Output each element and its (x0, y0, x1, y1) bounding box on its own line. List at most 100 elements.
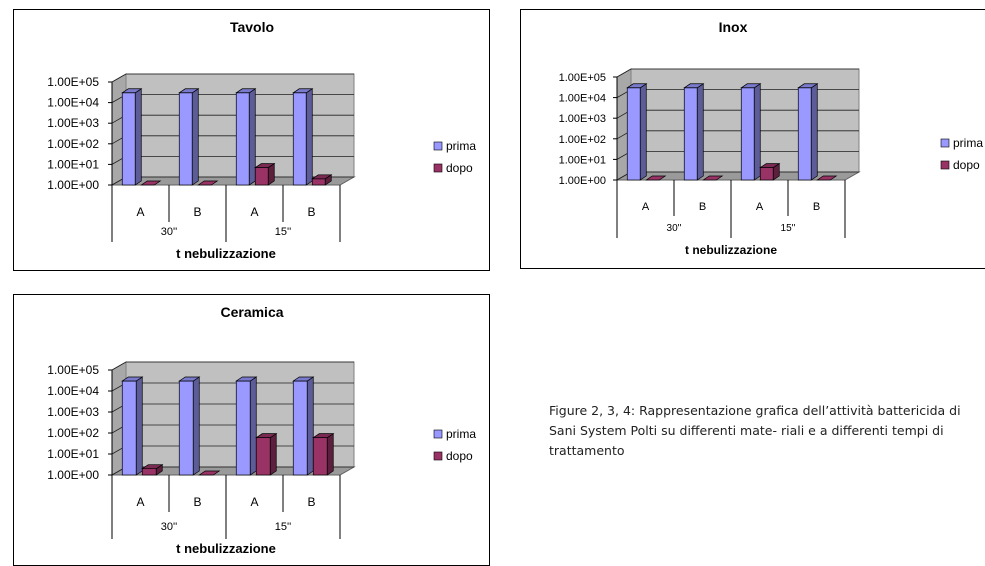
y-tick-label: 1.00E+03 (47, 405, 99, 419)
x-group-label: 15'' (781, 223, 796, 234)
bar-prima-front (235, 380, 251, 476)
bar-prima-front (740, 87, 755, 181)
y-tick-label: 1.00E+00 (47, 468, 99, 482)
bar-prima-side (249, 376, 257, 476)
bar-prima-top (292, 376, 315, 382)
bar-dopo-front (255, 437, 271, 476)
bar-prima-front (292, 92, 307, 186)
bar-prima-top (235, 376, 258, 382)
legend-swatch-dopo (433, 451, 443, 461)
bar-dopo-front (759, 167, 774, 181)
bar-prima-top (292, 88, 314, 94)
x-group-label: 30'' (667, 223, 682, 234)
bar-prima-side (134, 88, 142, 186)
bar-prima-top (121, 376, 144, 382)
bar-prima-front (235, 92, 250, 186)
y-tick-label: 1.00E+05 (47, 75, 99, 89)
legend-label-dopo: dopo (446, 161, 473, 175)
x-category-label: B (699, 201, 706, 213)
y-tick-label: 1.00E+02 (47, 426, 99, 440)
y-tick-label: 1.00E+04 (559, 93, 606, 105)
bar-prima-side (810, 83, 818, 181)
bar-dopo-flat (702, 175, 724, 181)
chart-ceramica: Ceramica 1.00E+00 1.00E+01 1.00E+02 1.00E+03… (47, 304, 476, 556)
x-category-label: B (307, 205, 315, 219)
chart-panel-ceramica: Ceramica 1.00E+00 1.00E+01 1.00E+02 1.00E+03… (13, 294, 490, 566)
y-tick-label: 1.00E+04 (47, 384, 99, 398)
x-axis-label: t nebulizzazione (176, 246, 276, 261)
bar-dopo-side (269, 433, 277, 476)
bar-prima-top (178, 376, 201, 382)
bar-prima-side (639, 83, 647, 181)
gridline (111, 73, 354, 83)
y-tick-label: 1.00E+01 (47, 157, 99, 171)
bar-prima-top (235, 88, 257, 94)
chart-title: Inox (719, 19, 748, 35)
bar-dopo-flat (197, 180, 219, 186)
chart-tavolo: Tavolo 1.00E+00 1.00E+01 1.00E+02 1.00E+03 1.… (47, 19, 476, 261)
bar-dopo-top (254, 163, 276, 168)
x-category-label: B (193, 495, 201, 509)
y-tick-label: 1.00E+03 (559, 113, 606, 125)
legend-swatch-prima (940, 138, 950, 148)
bar-prima-top (683, 83, 705, 89)
bar-prima-top (626, 83, 648, 89)
bar-prima-side (306, 376, 314, 476)
legend-label-prima: prima (446, 427, 476, 441)
bar-prima-front (292, 380, 308, 476)
y-tick-label: 1.00E+05 (559, 72, 606, 84)
chart-inox: Inox 1.00E+00 1.00E+01 1.00E+02 1.00E+03 1.00… (559, 19, 984, 257)
x-category-label: A (756, 201, 764, 213)
bar-prima-front (178, 92, 193, 186)
legend-swatch-prima (433, 429, 443, 439)
y-tick-label: 1.00E+05 (47, 363, 99, 377)
y-tick-label: 1.00E+00 (559, 175, 606, 187)
legend-label-dopo: dopo (446, 449, 473, 463)
bar-dopo-top (311, 174, 333, 180)
bar-prima-side (135, 376, 143, 476)
y-tick-label: 1.00E+01 (559, 154, 606, 166)
x-group-label: 15'' (275, 226, 291, 238)
bar-prima-front (797, 87, 812, 181)
bar-prima-front (683, 87, 698, 181)
x-category-label: A (136, 205, 144, 219)
x-category-label: A (136, 495, 144, 509)
bar-dopo-top (255, 433, 278, 439)
chart-panel-tavolo: Tavolo 1.00E+00 1.00E+01 1.00E+02 1.00E+03 1.… (13, 9, 490, 271)
bar-dopo-top (759, 163, 781, 168)
bar-prima-front (121, 92, 136, 186)
bar-dopo-top (141, 464, 164, 470)
legend-label-dopo: dopo (953, 158, 980, 172)
bar-prima-top (121, 88, 143, 94)
x-category-label: B (193, 205, 201, 219)
y-tick-label: 1.00E+02 (47, 137, 99, 151)
bar-prima-top (740, 83, 762, 89)
bar-prima-side (191, 88, 199, 186)
bar-dopo-side (326, 433, 334, 476)
gridline (616, 68, 859, 78)
bar-prima-side (305, 88, 313, 186)
y-tick-label: 1.00E+03 (47, 116, 99, 130)
bar-prima-front (626, 87, 641, 181)
x-axis-label: t nebulizzazione (176, 541, 276, 556)
bar-dopo-front (311, 178, 326, 186)
bar-prima-side (192, 376, 200, 476)
y-tick-label: 1.00E+01 (47, 447, 99, 461)
bar-prima-side (248, 88, 256, 186)
y-tick-label: 1.00E+02 (559, 134, 606, 146)
bar-prima-front (121, 380, 137, 476)
gridline (111, 361, 354, 371)
x-group-label: 30'' (161, 521, 177, 533)
legend-label-prima: prima (446, 139, 476, 153)
figure-caption: Figure 2, 3, 4: Rappresentazione grafica… (549, 403, 961, 458)
bar-dopo-flat (140, 180, 162, 186)
bar-dopo-top (312, 433, 335, 439)
y-tick-label: 1.00E+00 (47, 178, 99, 192)
chart-panel-inox: Inox 1.00E+00 1.00E+01 1.00E+02 1.00E+03 1.00… (520, 9, 985, 269)
bar-prima-side (753, 83, 761, 181)
legend-swatch-dopo (433, 163, 443, 173)
x-group-label: 15'' (275, 521, 291, 533)
bar-dopo-front (312, 437, 328, 476)
bar-dopo-front (254, 167, 269, 186)
bar-dopo-flat (645, 175, 667, 181)
